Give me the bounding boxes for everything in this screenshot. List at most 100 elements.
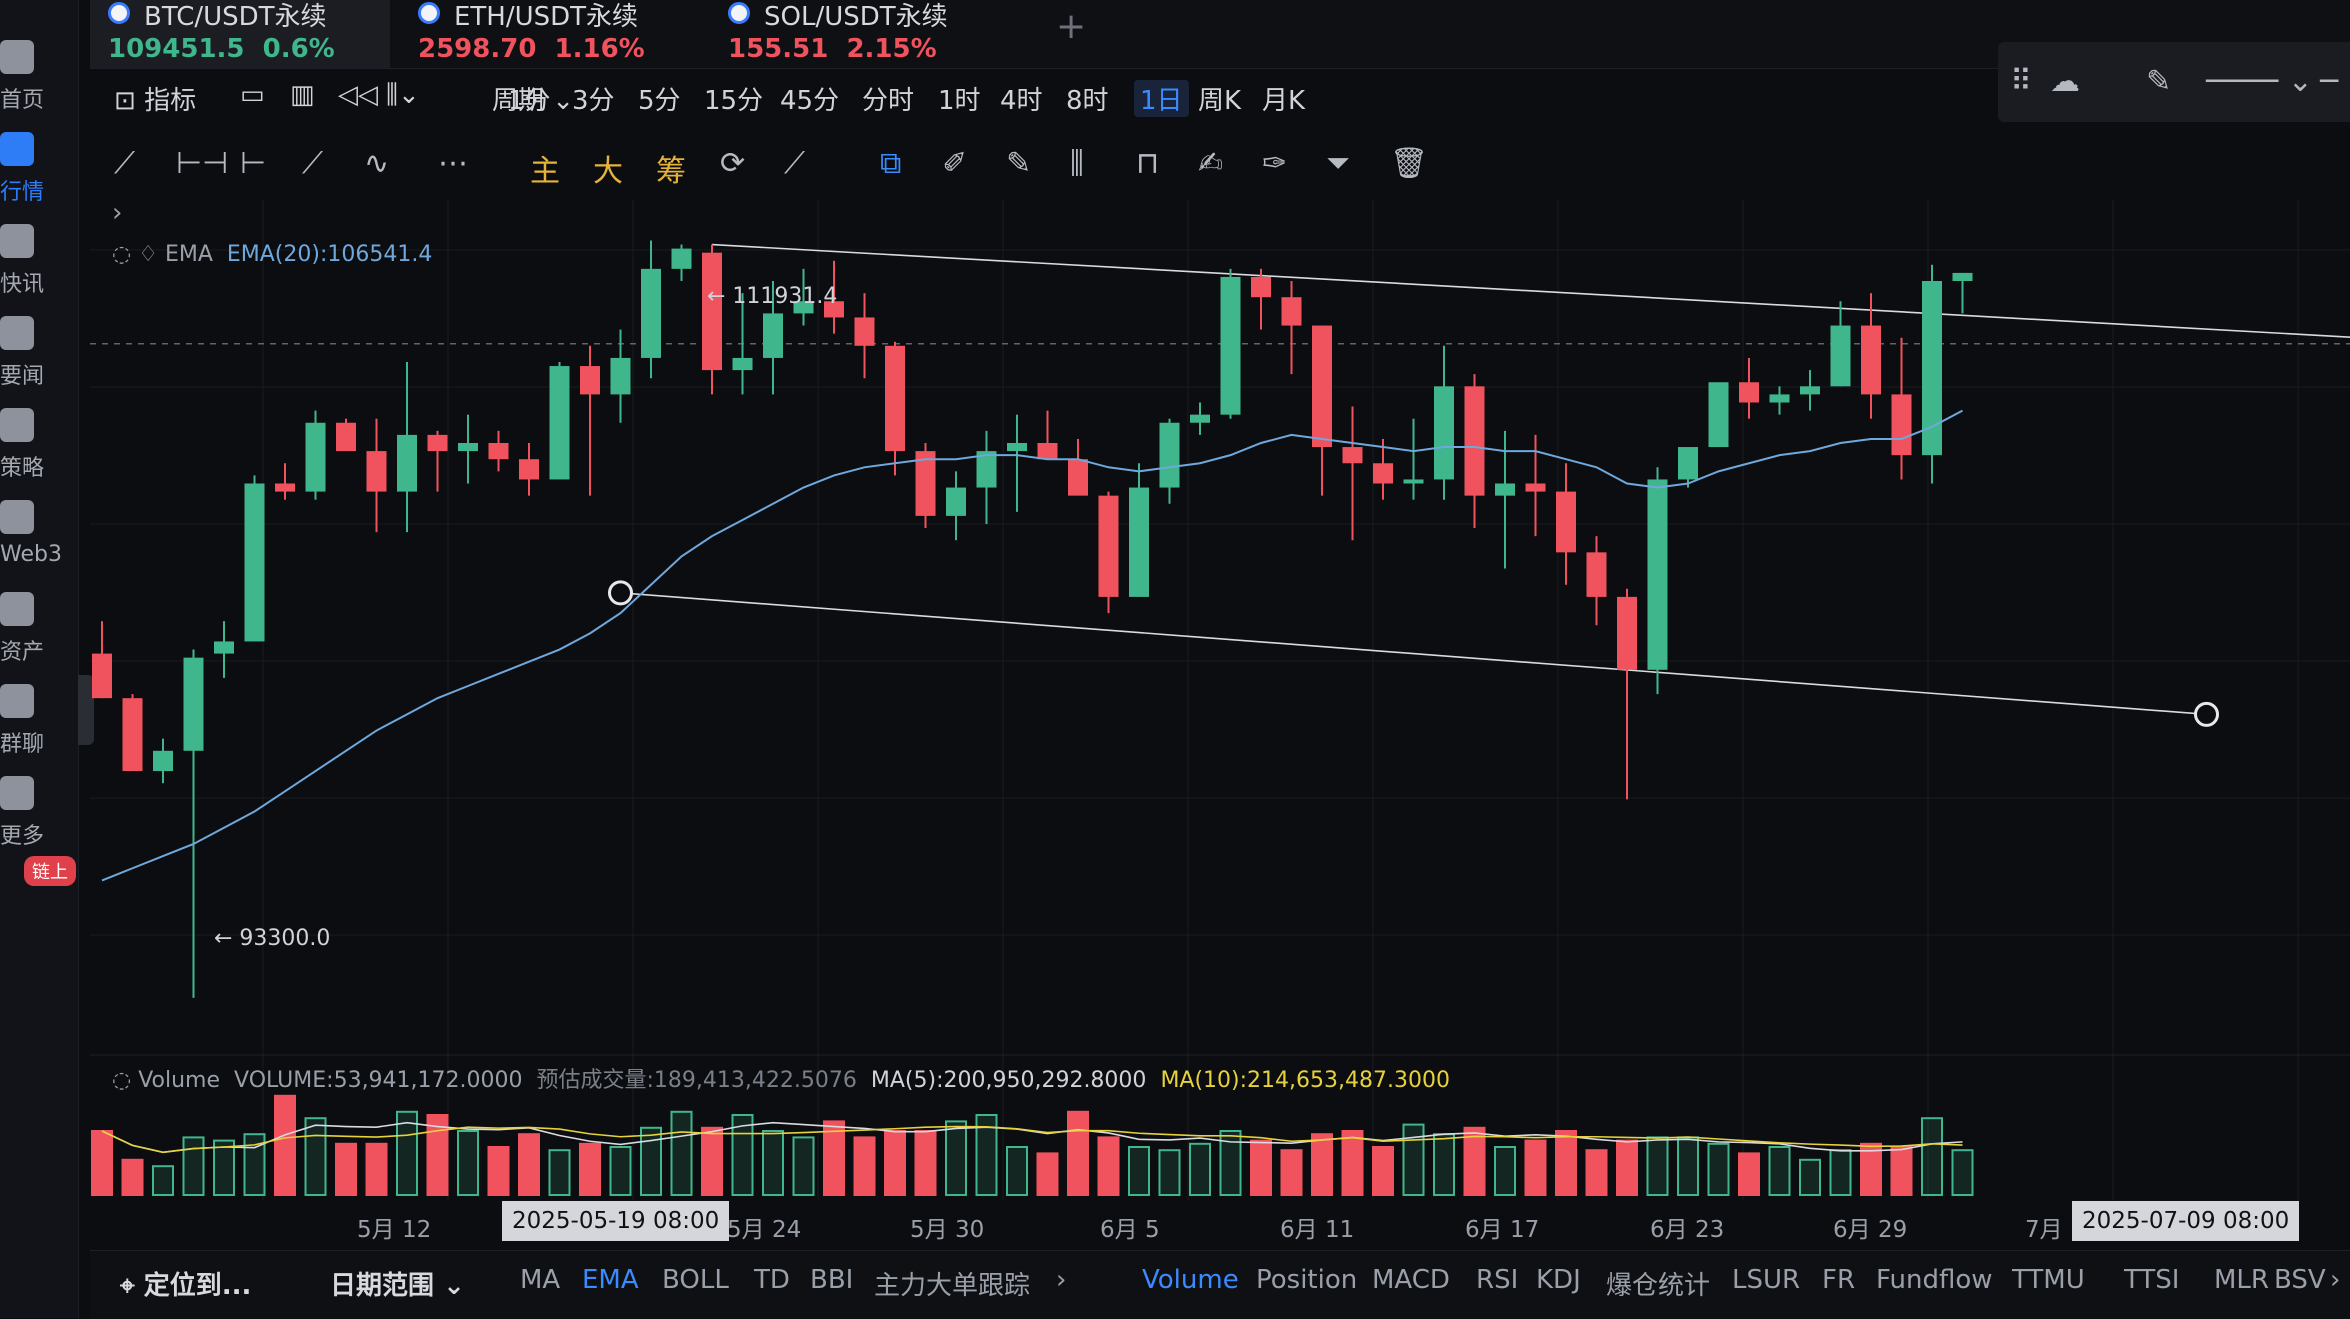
sub-indicator-9[interactable]: TTMU <box>2012 1265 2085 1295</box>
layout-icon[interactable]: ▥ <box>290 80 315 110</box>
main-indicator-0[interactable]: MA <box>520 1265 561 1295</box>
nav-item-6[interactable]: 资产 <box>0 592 78 672</box>
brush-icon[interactable]: ✎ <box>1006 146 1032 181</box>
expand-icon[interactable]: › <box>112 198 123 228</box>
horizontal-line-icon[interactable]: ⊢ <box>240 146 267 181</box>
period-0[interactable]: 1分 <box>508 86 551 116</box>
tab-btc[interactable]: BTC/USDT永续 109451.5 0.6% <box>90 0 390 68</box>
ruler-icon[interactable]: ✐ <box>942 146 968 181</box>
tab-sol[interactable]: SOL/USDT永续 155.51 2.15% <box>710 0 1010 68</box>
volume-bar <box>91 1130 113 1196</box>
bell-icon[interactable]: ♢ <box>138 242 158 267</box>
line-style-dropdown[interactable]: ──── ⌄ <box>2206 64 2313 99</box>
sub-indicator-1[interactable]: Position <box>1256 1265 1358 1295</box>
period-11[interactable]: 月K <box>1262 86 1306 116</box>
sync-icon[interactable]: ⟳ <box>720 146 746 181</box>
candle-body <box>824 301 844 318</box>
tab-eth[interactable]: ETH/USDT永续 2598.70 1.16% <box>400 0 700 68</box>
candle-body <box>1952 272 1973 281</box>
candle-body <box>1281 297 1302 326</box>
main-force-button[interactable]: 主 <box>530 154 560 189</box>
nav-item-1[interactable]: 行情 <box>0 132 78 212</box>
period-dropdown[interactable]: 周期 ⌄ <box>492 86 575 116</box>
candle-body <box>1769 394 1790 403</box>
nav-label: 资产 <box>0 640 45 665</box>
compare-icon[interactable]: ⫼ <box>1070 146 1084 181</box>
main-indicator-2[interactable]: BOLL <box>662 1265 729 1295</box>
measure-icon[interactable]: ⟋ <box>784 146 805 181</box>
nav-item-5[interactable]: Web3 <box>0 500 78 580</box>
lock-icon[interactable]: ⊓ <box>1136 146 1160 181</box>
price-chart[interactable] <box>0 0 2350 1250</box>
cloud-icon[interactable]: ☁ <box>2050 64 2080 99</box>
candle-body <box>1129 487 1149 597</box>
add-tab-icon[interactable]: + <box>1056 6 1087 47</box>
rewind-icon[interactable]: ◁◁ <box>338 80 378 110</box>
nav-item-2[interactable]: 快讯 <box>0 224 78 304</box>
candle-body <box>1586 552 1607 597</box>
nav-item-0[interactable]: 首页 <box>0 40 78 120</box>
sub-indicator-5[interactable]: 爆仓统计 <box>1606 1271 1711 1301</box>
main-indicator-3[interactable]: TD <box>754 1265 790 1295</box>
candle-body <box>1098 495 1119 597</box>
sub-indicator-8[interactable]: Fundflow <box>1876 1265 1993 1295</box>
nav-item-7[interactable]: 群聊 <box>0 684 78 764</box>
line-icon[interactable]: ─ <box>2320 64 2339 99</box>
eye-icon[interactable]: ◌ <box>112 1068 132 1093</box>
period-10[interactable]: 周K <box>1198 86 1242 116</box>
trash-icon[interactable]: 🗑 <box>1390 146 1429 181</box>
period-6[interactable]: 1时 <box>938 86 981 116</box>
more-icon[interactable]: ⋯ <box>438 146 468 181</box>
pen-icon[interactable]: ✎ <box>2146 64 2172 99</box>
nav-label: 首页 <box>0 88 45 113</box>
indicator-button[interactable]: ⊡ 指标 <box>114 86 197 116</box>
drag-handle-icon[interactable]: ⠿ <box>2010 64 2032 99</box>
main-indicator-4[interactable]: BBI <box>810 1265 854 1295</box>
ray-icon[interactable]: ⟋ <box>302 146 323 181</box>
big-order-button[interactable]: 大 <box>593 154 623 189</box>
magnet-icon[interactable]: ⧉ <box>880 146 902 181</box>
period-5[interactable]: 分时 <box>862 86 915 116</box>
chips-button[interactable]: 筹 <box>656 154 686 189</box>
tab-symbol: SOL/USDT永续 <box>764 2 948 32</box>
nav-item-8[interactable]: 更多 <box>0 776 78 856</box>
nav-item-4[interactable]: 策略 <box>0 408 78 488</box>
period-4[interactable]: 45分 <box>780 86 840 116</box>
candle-type-icon[interactable]: ⫼⌄ <box>386 80 420 110</box>
locate-button[interactable]: ⌖ 定位到... <box>120 1271 252 1301</box>
period-3[interactable]: 15分 <box>704 86 764 116</box>
horizontal-segment-icon[interactable]: ⊢⊣ <box>176 146 229 181</box>
sub-indicator-12[interactable]: BSV <box>2274 1265 2326 1295</box>
high-annotation: ← 111931.4 <box>707 284 838 309</box>
period-9[interactable]: 1日 <box>1134 80 1189 117</box>
sub-indicator-10[interactable]: TTSI <box>2124 1265 2180 1295</box>
calendar-icon[interactable]: ▭ <box>240 80 265 110</box>
wave-icon[interactable]: ∿ <box>364 146 390 181</box>
eye-icon[interactable]: ◌ <box>112 242 132 267</box>
edit-icon[interactable]: ✑ <box>1262 146 1288 181</box>
sub-indicator-6[interactable]: LSUR <box>1732 1265 1801 1295</box>
sub-indicator-4[interactable]: KDJ <box>1536 1265 1581 1295</box>
collapse-handle[interactable] <box>78 675 94 745</box>
period-1[interactable]: 3分 <box>572 86 615 116</box>
period-7[interactable]: 4时 <box>1000 86 1043 116</box>
candle-body <box>1861 325 1881 395</box>
note-icon[interactable]: ✍ <box>1198 146 1224 181</box>
main-indicator-5[interactable]: 主力大单跟踪 <box>874 1271 1031 1301</box>
sub-indicator-7[interactable]: FR <box>1822 1265 1856 1295</box>
chevron-right-icon[interactable]: › <box>2330 1265 2341 1295</box>
period-2[interactable]: 5分 <box>638 86 681 116</box>
sub-indicator-0[interactable]: Volume <box>1142 1265 1239 1295</box>
nav-item-3[interactable]: 要闻 <box>0 316 78 396</box>
volume-bar <box>701 1126 723 1197</box>
trend-line-icon[interactable]: ⟋ <box>114 146 135 181</box>
chevron-right-icon[interactable]: › <box>1056 1265 1067 1295</box>
tab-symbol: BTC/USDT永续 <box>144 2 327 32</box>
period-8[interactable]: 8时 <box>1066 86 1109 116</box>
sub-indicator-2[interactable]: MACD <box>1372 1265 1450 1295</box>
filter-icon[interactable]: ⏷ <box>1326 146 1350 181</box>
sub-indicator-3[interactable]: RSI <box>1476 1265 1519 1295</box>
main-indicator-1[interactable]: EMA <box>582 1265 639 1295</box>
date-range-dropdown[interactable]: 日期范围 ⌄ <box>330 1271 465 1301</box>
sub-indicator-11[interactable]: MLR <box>2214 1265 2269 1295</box>
